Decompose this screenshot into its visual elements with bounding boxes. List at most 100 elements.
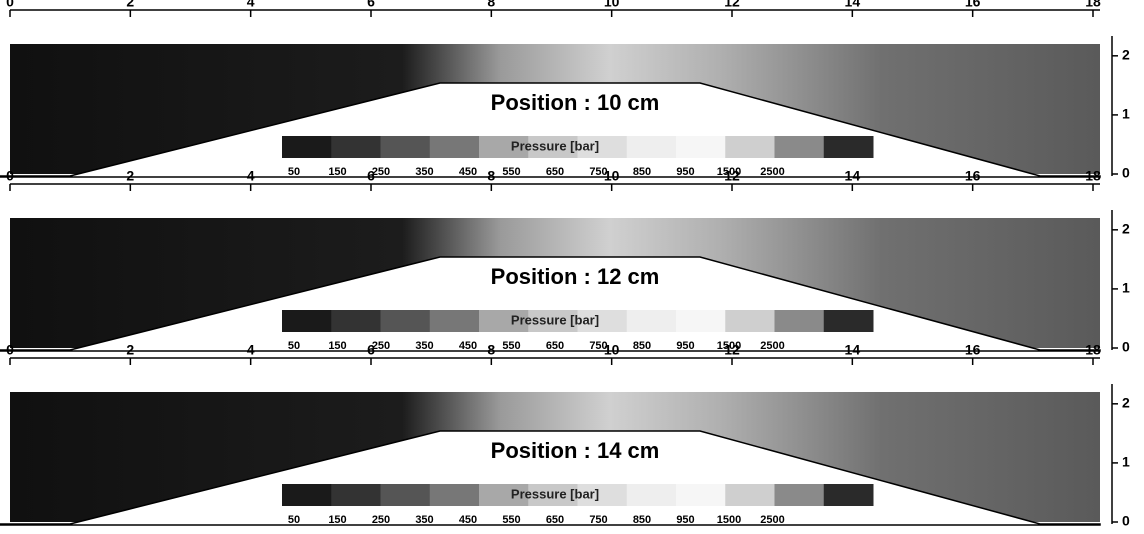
x-tick-label: 0 bbox=[6, 168, 14, 184]
x-tick-label: 18 bbox=[1085, 168, 1101, 184]
colorbar-swatch bbox=[775, 484, 825, 506]
x-tick-label: 0 bbox=[6, 342, 14, 358]
colorbar-swatch bbox=[381, 484, 431, 506]
colorbar-swatch bbox=[282, 136, 332, 158]
panel: 024681012141618012Position : 10 cmPressu… bbox=[0, 0, 1130, 181]
colorbar-label: Pressure [bar] bbox=[511, 312, 599, 327]
x-tick-label: 0 bbox=[6, 0, 14, 10]
colorbar-swatch bbox=[331, 484, 381, 506]
y-tick-label: 1 bbox=[1122, 454, 1130, 470]
colorbar-swatch bbox=[430, 136, 480, 158]
colorbar-tick-label: 50 bbox=[288, 340, 300, 352]
colorbar-swatch bbox=[775, 136, 825, 158]
x-tick-label: 16 bbox=[965, 168, 981, 184]
panel: 024681012141618012Position : 14 cmPressu… bbox=[0, 342, 1130, 529]
colorbar-tick-label: 2500 bbox=[760, 166, 784, 178]
x-tick-label: 8 bbox=[487, 168, 495, 184]
panel-title: Position : 14 cm bbox=[491, 438, 660, 463]
colorbar-swatch bbox=[775, 310, 825, 332]
x-tick-label: 2 bbox=[126, 168, 134, 184]
colorbar-tick-label: 450 bbox=[459, 166, 477, 178]
colorbar-tick-label: 850 bbox=[633, 166, 651, 178]
colorbar-swatch bbox=[282, 484, 332, 506]
x-tick-label: 4 bbox=[247, 0, 255, 10]
colorbar-swatch bbox=[282, 310, 332, 332]
colorbar-tick-label: 650 bbox=[546, 340, 564, 352]
x-tick-label: 14 bbox=[845, 0, 861, 10]
colorbar-tick-label: 50 bbox=[288, 166, 300, 178]
panel-title: Position : 12 cm bbox=[491, 264, 660, 289]
x-tick-label: 18 bbox=[1085, 0, 1101, 10]
x-tick-label: 12 bbox=[724, 342, 740, 358]
panel-title: Position : 10 cm bbox=[491, 90, 660, 115]
colorbar-label: Pressure [bar] bbox=[511, 486, 599, 501]
x-tick-label: 16 bbox=[965, 342, 981, 358]
colorbar-swatch bbox=[430, 310, 480, 332]
colorbar-tick-label: 50 bbox=[288, 514, 300, 526]
y-tick-label: 0 bbox=[1122, 165, 1130, 181]
x-tick-label: 6 bbox=[367, 168, 375, 184]
x-tick-label: 18 bbox=[1085, 342, 1101, 358]
colorbar-swatch bbox=[627, 484, 677, 506]
colorbar-swatch bbox=[725, 484, 775, 506]
colorbar-swatch bbox=[676, 484, 726, 506]
colorbar-tick-label: 650 bbox=[546, 514, 564, 526]
y-tick-label: 1 bbox=[1122, 106, 1130, 122]
colorbar-swatch bbox=[627, 136, 677, 158]
colorbar-tick-label: 350 bbox=[415, 166, 433, 178]
x-tick-label: 2 bbox=[126, 0, 134, 10]
x-tick-label: 16 bbox=[965, 0, 981, 10]
colorbar-tick-label: 450 bbox=[459, 514, 477, 526]
colorbar-tick-label: 450 bbox=[459, 340, 477, 352]
colorbar-swatch bbox=[725, 310, 775, 332]
y-tick-label: 1 bbox=[1122, 280, 1130, 296]
y-tick-label: 2 bbox=[1122, 221, 1130, 237]
colorbar-tick-label: 550 bbox=[502, 340, 520, 352]
x-tick-label: 6 bbox=[367, 342, 375, 358]
colorbar-tick-label: 150 bbox=[328, 514, 346, 526]
y-tick-label: 0 bbox=[1122, 513, 1130, 529]
x-tick-label: 10 bbox=[604, 168, 620, 184]
colorbar-swatch bbox=[676, 310, 726, 332]
colorbar-tick-label: 750 bbox=[589, 514, 607, 526]
colorbar-swatch bbox=[331, 310, 381, 332]
colorbar-tick-label: 350 bbox=[415, 514, 433, 526]
x-tick-label: 10 bbox=[604, 342, 620, 358]
colorbar-tick-label: 350 bbox=[415, 340, 433, 352]
figure: 024681012141618012Position : 10 cmPressu… bbox=[0, 0, 1144, 534]
colorbar-swatch bbox=[381, 310, 431, 332]
colorbar-tick-label: 250 bbox=[372, 514, 390, 526]
x-tick-label: 6 bbox=[367, 0, 375, 10]
y-tick-label: 2 bbox=[1122, 47, 1130, 63]
x-tick-label: 4 bbox=[247, 342, 255, 358]
colorbar-tick-label: 2500 bbox=[760, 514, 784, 526]
colorbar-label: Pressure [bar] bbox=[511, 138, 599, 153]
colorbar-tick-label: 850 bbox=[633, 340, 651, 352]
colorbar-swatch bbox=[430, 484, 480, 506]
colorbar-swatch bbox=[824, 136, 874, 158]
colorbar-tick-label: 950 bbox=[676, 340, 694, 352]
colorbar-tick-label: 550 bbox=[502, 514, 520, 526]
colorbar-swatch bbox=[676, 136, 726, 158]
colorbar-tick-label: 150 bbox=[328, 340, 346, 352]
colorbar-swatch bbox=[824, 310, 874, 332]
colorbar-swatch bbox=[824, 484, 874, 506]
x-tick-label: 10 bbox=[604, 0, 620, 10]
x-tick-label: 12 bbox=[724, 0, 740, 10]
colorbar-tick-label: 1500 bbox=[717, 514, 741, 526]
colorbar-tick-label: 2500 bbox=[760, 340, 784, 352]
colorbar-swatch bbox=[627, 310, 677, 332]
colorbar-tick-label: 950 bbox=[676, 514, 694, 526]
x-tick-label: 14 bbox=[845, 168, 861, 184]
x-tick-label: 12 bbox=[724, 168, 740, 184]
y-tick-label: 0 bbox=[1122, 339, 1130, 355]
colorbar-tick-label: 150 bbox=[328, 166, 346, 178]
x-tick-label: 14 bbox=[845, 342, 861, 358]
x-tick-label: 4 bbox=[247, 168, 255, 184]
x-tick-label: 8 bbox=[487, 342, 495, 358]
x-tick-label: 2 bbox=[126, 342, 134, 358]
colorbar-swatch bbox=[381, 136, 431, 158]
colorbar-tick-label: 850 bbox=[633, 514, 651, 526]
x-tick-label: 8 bbox=[487, 0, 495, 10]
